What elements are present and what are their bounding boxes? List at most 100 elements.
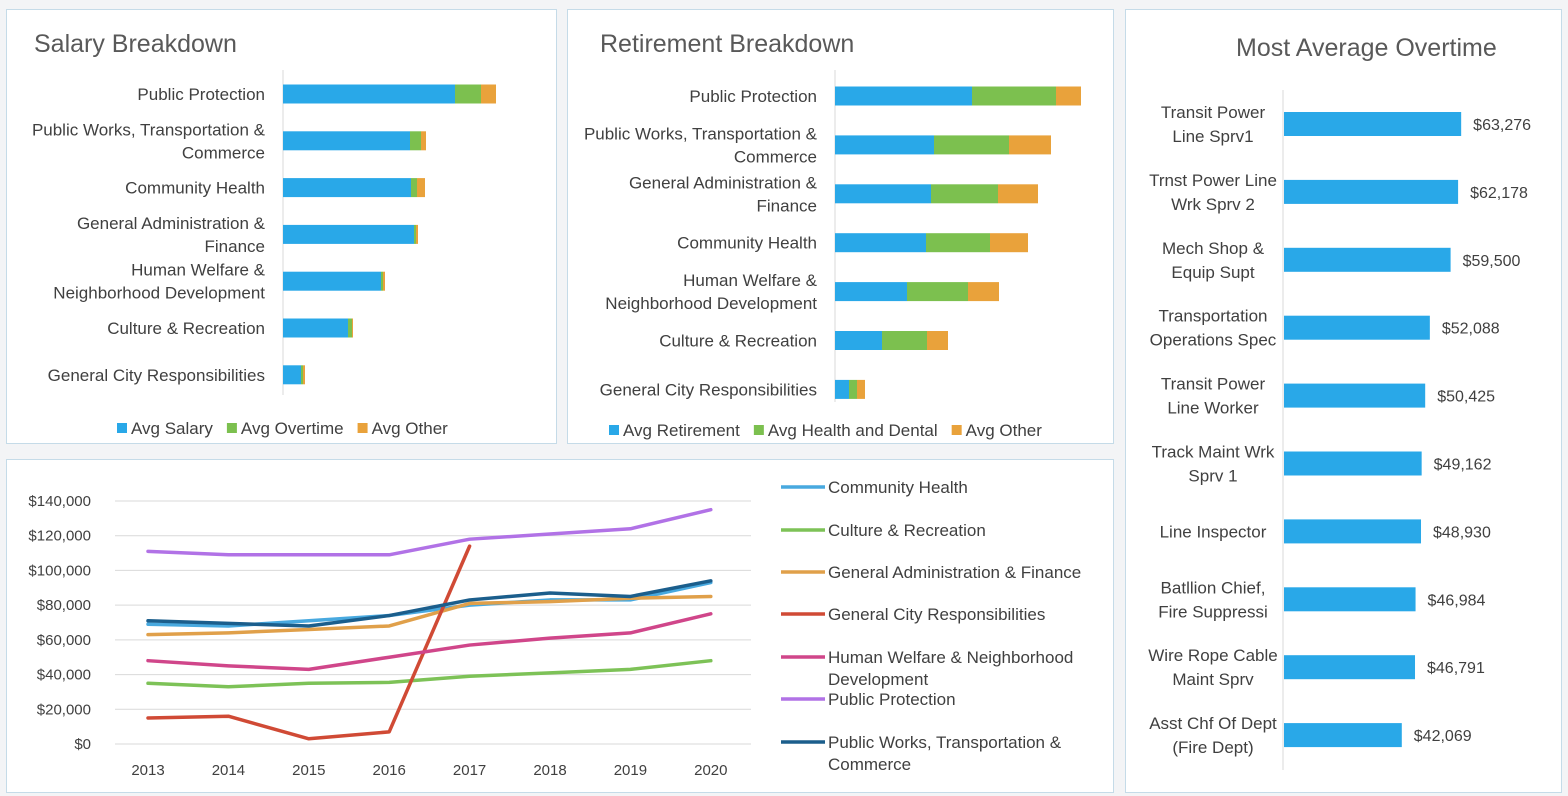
salary-bar-avg-other — [383, 271, 385, 291]
retirement-bar-avg-other — [1009, 135, 1051, 155]
overtime-bar — [1284, 587, 1416, 612]
salary-category-label: Community Health — [125, 179, 265, 198]
salary-bar-avg-overtime — [410, 131, 421, 151]
salary-bar-avg-salary — [283, 84, 455, 104]
overtime-category-label: Wrk Sprv 2 — [1171, 195, 1255, 214]
department-salary-trend-panel: $0 $20,000 $40,000 $60,000 $80,000 $100,000 $1… — [6, 459, 1114, 793]
retirement-category-label: Culture & Recreation — [659, 331, 817, 350]
overtime-data-label: $63,276 — [1473, 117, 1531, 134]
salary-legend-swatch — [226, 423, 237, 433]
most-average-overtime-title: Most Average Overtime — [1236, 34, 1497, 62]
retirement-category-label: General Administration & — [629, 173, 818, 192]
retirement-category-label: Neighborhood Development — [605, 294, 817, 313]
overtime-category-label: Transit Power — [1161, 103, 1266, 122]
most-average-overtime-panel: Most Average Overtime Transit Power Line … — [1125, 9, 1562, 793]
salary-bar-avg-overtime — [411, 178, 417, 198]
salary-bar-avg-other — [303, 365, 305, 385]
most-average-overtime-chart: Transit Power Line Sprv1 $63,276 Trnst Powe… — [1148, 90, 1531, 770]
trend-series-line — [146, 580, 713, 628]
trend-legend-label: Public Works, Transportation & — [828, 733, 1062, 752]
retirement-bar-avg-other — [927, 331, 948, 350]
trend-xtick-label: 2013 — [131, 762, 164, 779]
retirement-legend-swatch — [951, 425, 962, 435]
salary-legend-swatch — [357, 423, 368, 433]
salary-bar-avg-overtime — [414, 224, 416, 244]
salary-bar-avg-salary — [283, 131, 410, 151]
retirement-bar-avg-health-and-dental — [926, 233, 990, 253]
overtime-data-label: $42,069 — [1414, 728, 1472, 745]
trend-xtick-label: 2017 — [453, 762, 486, 779]
salary-bar-avg-other — [481, 84, 496, 104]
overtime-data-label: $50,425 — [1437, 389, 1495, 406]
retirement-breakdown-panel: Retirement Breakdown Public Protection Pu… — [567, 9, 1114, 444]
overtime-category-label: Line Worker — [1167, 399, 1259, 418]
salary-legend-label: Avg Other — [372, 419, 449, 438]
overtime-bar — [1284, 179, 1459, 204]
overtime-bar — [1284, 383, 1426, 408]
salary-breakdown-chart: Public Protection Public Works, Transport… — [32, 70, 496, 438]
salary-bar-avg-other — [352, 318, 353, 338]
retirement-breakdown-title: Retirement Breakdown — [600, 30, 855, 58]
overtime-data-label: $48,930 — [1433, 524, 1491, 541]
overtime-bar — [1284, 112, 1462, 136]
retirement-category-label: Human Welfare & — [683, 271, 818, 290]
trend-xtick-label: 2015 — [292, 762, 325, 779]
retirement-bar-avg-retirement — [835, 135, 934, 155]
salary-category-label: General Administration & — [77, 214, 266, 233]
trend-legend-label: Development — [828, 670, 928, 689]
retirement-category-label: Commerce — [734, 147, 817, 166]
trend-ytick-label: $80,000 — [37, 597, 91, 614]
overtime-category-label: Operations Spec — [1150, 331, 1277, 350]
overtime-data-label: $59,500 — [1463, 253, 1521, 270]
retirement-breakdown-chart: Public Protection Public Works, Transport… — [584, 70, 1081, 440]
salary-category-label: Commerce — [182, 143, 265, 162]
overtime-category-label: Mech Shop & — [1162, 239, 1265, 258]
retirement-bar-avg-retirement — [835, 86, 972, 106]
overtime-data-label: $49,162 — [1434, 457, 1492, 474]
trend-legend-label: Culture & Recreation — [828, 521, 986, 540]
overtime-bar — [1284, 315, 1430, 340]
retirement-legend-label: Avg Retirement — [623, 421, 740, 440]
overtime-category-label: Transportation — [1159, 307, 1268, 326]
overtime-data-label: $62,178 — [1470, 185, 1528, 202]
retirement-legend-label: Avg Other — [966, 421, 1043, 440]
overtime-category-label: Maint Sprv — [1172, 670, 1254, 689]
overtime-category-label: Fire Suppressi — [1158, 602, 1268, 621]
trend-ytick-label: $20,000 — [37, 701, 91, 718]
salary-breakdown-panel: Salary Breakdown Public Protection Public… — [6, 9, 557, 444]
overtime-category-label: Sprv 1 — [1188, 466, 1237, 485]
retirement-legend-swatch — [753, 425, 764, 435]
retirement-bar-avg-retirement — [835, 331, 882, 350]
trend-ytick-label: $100,000 — [28, 562, 91, 579]
trend-ytick-label: $40,000 — [37, 667, 91, 684]
salary-bar-avg-salary — [283, 271, 381, 291]
retirement-category-label: General City Responsibilities — [600, 380, 817, 399]
salary-legend-swatch — [117, 423, 127, 433]
salary-bar-avg-overtime — [348, 318, 352, 338]
salary-bar-avg-salary — [283, 318, 348, 338]
trend-series-line — [146, 579, 713, 628]
trend-xtick-label: 2020 — [694, 762, 727, 779]
overtime-category-label: Track Maint Wrk — [1152, 442, 1275, 461]
retirement-bar-avg-health-and-dental — [882, 331, 927, 350]
trend-series-line — [146, 658, 713, 689]
trend-series-line — [146, 507, 713, 557]
retirement-category-label: Public Works, Transportation & — [584, 124, 818, 143]
salary-bar-avg-overtime — [455, 84, 481, 104]
salary-legend-label: Avg Overtime — [241, 419, 344, 438]
trend-legend-label: General Administration & Finance — [828, 563, 1081, 582]
retirement-bar-avg-other — [968, 282, 999, 302]
retirement-bar-avg-other — [990, 233, 1028, 253]
salary-category-label: Neighborhood Development — [53, 284, 265, 303]
trend-xtick-label: 2019 — [614, 762, 647, 779]
salary-bar-avg-overtime — [381, 271, 383, 291]
salary-bar-avg-other — [421, 131, 426, 151]
trend-legend-label: Community Health — [828, 478, 968, 497]
salary-category-label: Culture & Recreation — [107, 319, 265, 338]
salary-legend-label: Avg Salary — [131, 419, 213, 438]
trend-xtick-label: 2018 — [533, 762, 566, 779]
overtime-bar — [1284, 655, 1416, 680]
trend-legend-label: General City Responsibilities — [828, 605, 1045, 624]
retirement-category-label: Community Health — [677, 234, 817, 253]
retirement-category-label: Public Protection — [689, 87, 817, 106]
